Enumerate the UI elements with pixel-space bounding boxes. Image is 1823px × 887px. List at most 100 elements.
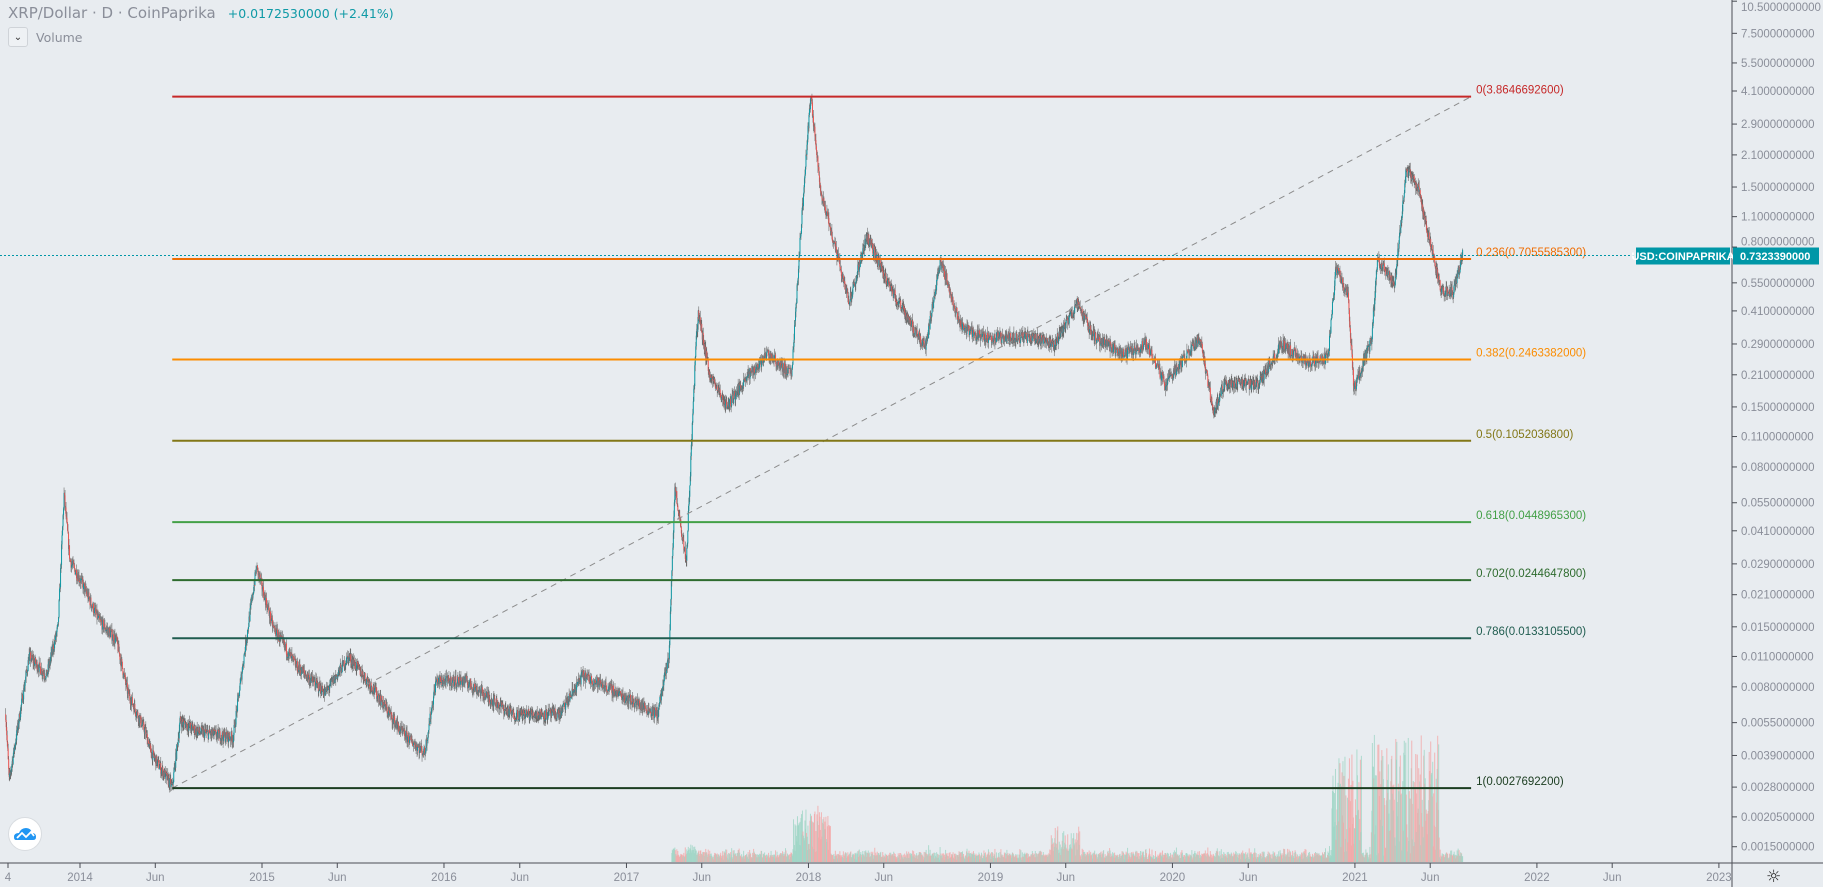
volume-bar bbox=[768, 852, 770, 862]
volume-bar bbox=[1369, 846, 1371, 862]
volume-bar bbox=[1152, 855, 1154, 862]
volume-bar bbox=[923, 851, 925, 862]
volume-bar bbox=[908, 851, 910, 862]
volume-bar bbox=[770, 850, 772, 862]
volume-bar bbox=[1263, 851, 1265, 862]
volume-bar bbox=[726, 849, 728, 862]
volume-bar bbox=[1074, 839, 1076, 862]
volume-bar bbox=[1062, 832, 1064, 862]
volume-bar bbox=[727, 854, 729, 862]
volume-bar bbox=[853, 855, 855, 862]
volume-bar bbox=[1261, 851, 1263, 862]
volume-bar bbox=[836, 854, 838, 862]
volume-bar bbox=[1382, 779, 1384, 862]
volume-bar bbox=[1288, 849, 1290, 862]
volume-bar bbox=[1360, 755, 1362, 862]
volume-bar bbox=[1406, 824, 1408, 862]
volume-bar bbox=[1374, 775, 1376, 862]
volume-bar bbox=[815, 831, 817, 862]
volume-bar bbox=[948, 852, 950, 862]
volume-bar bbox=[814, 811, 816, 862]
volume-bar bbox=[1342, 761, 1344, 862]
volume-bar bbox=[1434, 752, 1436, 862]
volume-bar bbox=[995, 852, 997, 862]
volume-bar bbox=[1381, 750, 1383, 862]
volume-bar bbox=[999, 852, 1001, 862]
volume-bar bbox=[994, 848, 996, 862]
volume-bar bbox=[1462, 856, 1464, 862]
volume-bar bbox=[989, 853, 991, 862]
volume-bar bbox=[992, 853, 994, 862]
volume-bar bbox=[1138, 853, 1140, 862]
volume-bar bbox=[1293, 852, 1295, 862]
volume-bar bbox=[1346, 797, 1348, 862]
volume-bar bbox=[1344, 756, 1346, 862]
volume-bar bbox=[1034, 850, 1036, 862]
volume-bar bbox=[829, 825, 831, 862]
volume-bar bbox=[1343, 775, 1345, 862]
volume-bar bbox=[1325, 848, 1327, 862]
volume-bar bbox=[1439, 849, 1441, 862]
volume-bar bbox=[1057, 826, 1059, 862]
volume-bar bbox=[1292, 850, 1294, 862]
volume-bar bbox=[842, 851, 844, 862]
volume-bar bbox=[712, 856, 714, 862]
volume-bar bbox=[1245, 852, 1247, 862]
volume-bar bbox=[1437, 735, 1439, 862]
volume-bar bbox=[1387, 764, 1389, 862]
volume-bar bbox=[943, 853, 945, 862]
volume-bar bbox=[1080, 856, 1082, 862]
volume-bar bbox=[1096, 853, 1098, 862]
volume-bar bbox=[1351, 754, 1353, 862]
volume-bar bbox=[949, 852, 951, 862]
volume-bar bbox=[1438, 837, 1440, 862]
volume-bar bbox=[1296, 856, 1298, 862]
volume-bar bbox=[1412, 781, 1414, 862]
volume-bar bbox=[1447, 853, 1449, 862]
volume-bar bbox=[1143, 855, 1145, 862]
volume-bar bbox=[1135, 850, 1137, 862]
volume-bar bbox=[1384, 805, 1386, 862]
volume-bar bbox=[874, 847, 876, 862]
volume-bar bbox=[872, 851, 874, 862]
volume-bar bbox=[855, 854, 857, 862]
volume-bar bbox=[1127, 847, 1129, 862]
volume-bar bbox=[933, 852, 935, 862]
volume-bar bbox=[1154, 851, 1156, 862]
volume-bar bbox=[684, 847, 686, 862]
volume-bar bbox=[731, 848, 733, 862]
volume-bar bbox=[1194, 850, 1196, 862]
volume-bar bbox=[922, 856, 924, 862]
volume-bar bbox=[1026, 853, 1028, 862]
volume-bar bbox=[1140, 850, 1142, 862]
volume-bar bbox=[1420, 735, 1422, 862]
volume-bar bbox=[1339, 783, 1341, 862]
volume-bar bbox=[761, 850, 763, 862]
volume-bar bbox=[775, 850, 777, 862]
volume-bar bbox=[955, 854, 957, 862]
volume-bar bbox=[899, 853, 901, 862]
volume-bar bbox=[939, 847, 941, 862]
volume-bar bbox=[1379, 771, 1381, 862]
volume-bar bbox=[1409, 798, 1411, 862]
volume-bar bbox=[978, 854, 980, 862]
volume-bar bbox=[1432, 761, 1434, 862]
volume-bar bbox=[1438, 744, 1440, 862]
volume-bar bbox=[1020, 857, 1022, 862]
volume-bar bbox=[741, 854, 743, 862]
volume-bar bbox=[1175, 847, 1177, 862]
volume-bar bbox=[750, 853, 752, 862]
volume-bar bbox=[1334, 768, 1336, 862]
volume-bar bbox=[1301, 852, 1303, 862]
volume-bar bbox=[1019, 849, 1021, 862]
volume-bar bbox=[1328, 846, 1330, 862]
volume-bar bbox=[1400, 793, 1402, 862]
volume-bar bbox=[1359, 759, 1361, 862]
volume-bar bbox=[1375, 775, 1377, 862]
volume-bar bbox=[1415, 753, 1417, 862]
volume-bar bbox=[1167, 853, 1169, 862]
volume-bar bbox=[1059, 844, 1061, 862]
volume-bar bbox=[1004, 852, 1006, 862]
volume-bar bbox=[1078, 826, 1080, 862]
